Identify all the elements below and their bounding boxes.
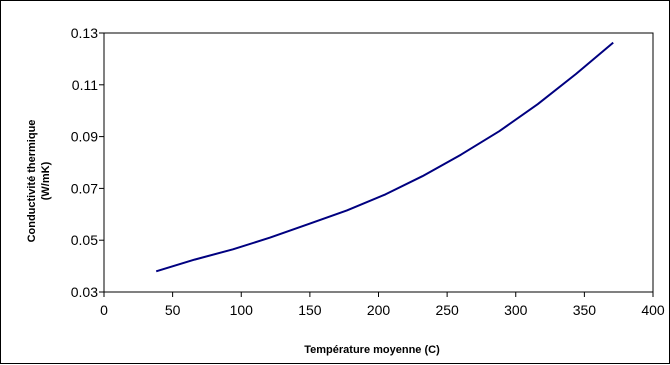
x-tick-label: 0 bbox=[100, 302, 108, 318]
x-axis-title: Température moyenne (C) bbox=[304, 344, 440, 356]
data-point bbox=[232, 248, 234, 250]
x-tick-label: 400 bbox=[641, 302, 665, 318]
data-point bbox=[460, 154, 462, 156]
data-point bbox=[498, 130, 500, 132]
y-axis-title-line-2: (W/mK) bbox=[40, 161, 52, 200]
data-point bbox=[308, 223, 310, 225]
x-tick-label: 100 bbox=[230, 302, 254, 318]
y-tick-label: 0.05 bbox=[71, 232, 98, 248]
data-point bbox=[612, 42, 614, 44]
x-tick-label: 250 bbox=[435, 302, 459, 318]
data-point bbox=[155, 270, 157, 272]
x-tick-label: 150 bbox=[298, 302, 322, 318]
y-axis-title: Conductivité thermique (W/mK) bbox=[26, 120, 52, 243]
data-point bbox=[575, 73, 577, 75]
plot-area bbox=[103, 32, 654, 293]
data-point bbox=[537, 103, 539, 105]
series-layer bbox=[155, 41, 614, 273]
y-axis-title-line-1: Conductivité thermique bbox=[26, 120, 38, 243]
data-point bbox=[346, 209, 348, 211]
x-tick-label: 50 bbox=[165, 302, 181, 318]
y-axis: 0.03 0.05 0.07 0.09 0.11 0.13 bbox=[71, 25, 104, 300]
x-axis: 0 50 100 150 200 250 300 350 400 bbox=[100, 292, 665, 318]
y-tick-label: 0.13 bbox=[71, 25, 98, 41]
data-point bbox=[384, 193, 386, 195]
data-point bbox=[269, 237, 271, 239]
x-tick-label: 200 bbox=[367, 302, 391, 318]
x-tick-label: 350 bbox=[573, 302, 597, 318]
plot-frame bbox=[103, 32, 654, 293]
data-point bbox=[194, 259, 196, 261]
series-line-1 bbox=[155, 41, 614, 273]
y-tick-label: 0.09 bbox=[71, 129, 98, 145]
data-point bbox=[421, 175, 423, 177]
x-tick-label: 300 bbox=[504, 302, 528, 318]
y-tick-label: 0.03 bbox=[71, 284, 98, 300]
y-tick-label: 0.11 bbox=[72, 77, 98, 93]
y-tick-label: 0.07 bbox=[71, 180, 98, 196]
